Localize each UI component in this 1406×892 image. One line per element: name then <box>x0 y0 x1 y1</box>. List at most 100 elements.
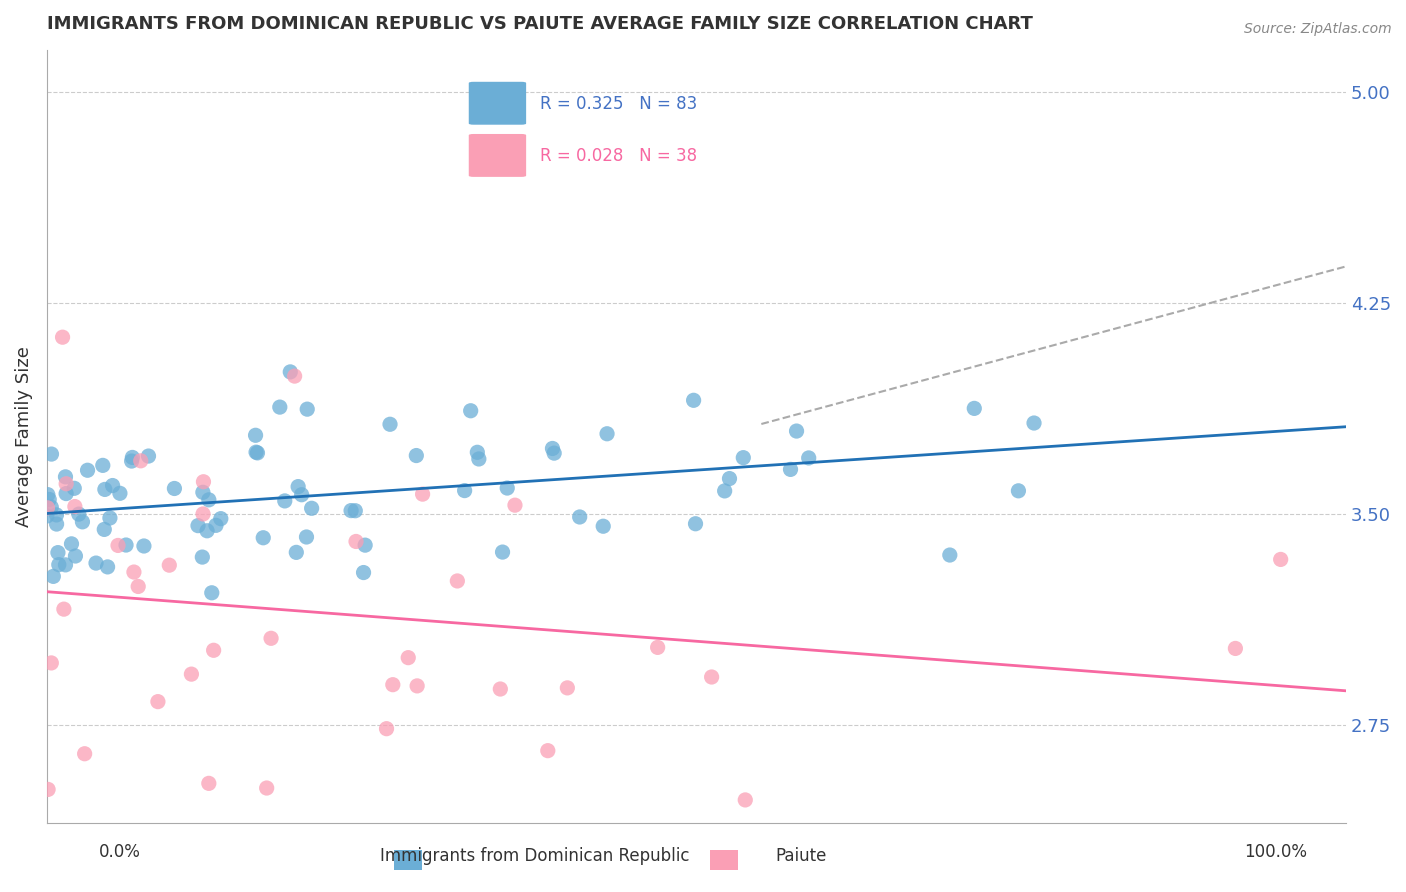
Text: Source: ZipAtlas.com: Source: ZipAtlas.com <box>1244 22 1392 37</box>
Point <box>37 488 59 502</box>
Point <box>285 545 308 559</box>
Point <box>344 534 367 549</box>
Point <box>246 446 269 460</box>
Point <box>191 507 214 521</box>
Point <box>198 492 221 507</box>
Point <box>297 402 319 417</box>
Point <box>157 558 180 573</box>
Point <box>138 449 160 463</box>
Point <box>63 500 86 514</box>
Point <box>121 454 143 468</box>
Point <box>568 510 591 524</box>
Point <box>1270 552 1292 566</box>
Point <box>195 524 218 538</box>
Point <box>797 450 820 465</box>
Point <box>52 602 75 616</box>
Point <box>37 500 59 515</box>
Point <box>541 442 564 456</box>
Point <box>647 640 669 655</box>
Point <box>353 566 375 580</box>
Point <box>63 481 86 495</box>
Point <box>187 518 209 533</box>
Point <box>963 401 986 416</box>
Point <box>132 539 155 553</box>
Point <box>94 483 117 497</box>
Point <box>733 450 755 465</box>
Point <box>84 556 107 570</box>
Point <box>375 722 398 736</box>
Point <box>405 449 427 463</box>
Point <box>378 417 401 432</box>
Point <box>45 516 67 531</box>
Point <box>55 558 77 572</box>
Point <box>344 504 367 518</box>
Point <box>38 492 60 507</box>
Point <box>42 569 65 583</box>
Point <box>41 447 63 461</box>
Point <box>557 681 579 695</box>
Point <box>163 482 186 496</box>
Point <box>1225 641 1247 656</box>
Point <box>51 330 73 344</box>
Point <box>734 793 756 807</box>
Point <box>295 530 318 544</box>
Point <box>446 574 468 588</box>
Point <box>291 488 314 502</box>
Point <box>67 507 90 521</box>
Point <box>76 463 98 477</box>
Point <box>939 548 962 562</box>
Point <box>180 667 202 681</box>
Point <box>198 776 221 790</box>
Text: Immigrants from Dominican Republic: Immigrants from Dominican Republic <box>380 847 689 865</box>
Point <box>256 780 278 795</box>
Point <box>37 782 59 797</box>
Point <box>202 643 225 657</box>
Point <box>107 538 129 552</box>
Point <box>129 454 152 468</box>
Point <box>209 511 232 525</box>
Point <box>468 452 491 467</box>
Point <box>713 483 735 498</box>
Point <box>491 545 513 559</box>
Point <box>252 531 274 545</box>
Point <box>460 403 482 417</box>
Point <box>205 518 228 533</box>
Point <box>786 424 808 438</box>
Point <box>1007 483 1029 498</box>
Point <box>191 485 214 500</box>
Point <box>191 550 214 565</box>
Point <box>39 500 62 515</box>
Point <box>55 470 77 484</box>
Point <box>39 656 62 670</box>
Point <box>115 538 138 552</box>
Point <box>65 549 87 563</box>
Point <box>45 508 67 522</box>
Point <box>122 565 145 579</box>
Point <box>127 579 149 593</box>
Point <box>60 537 83 551</box>
Point <box>503 498 526 512</box>
Point <box>73 747 96 761</box>
Point <box>108 486 131 500</box>
Point <box>269 400 291 414</box>
Text: R = 0.028   N = 38: R = 0.028 N = 38 <box>540 147 697 165</box>
Point <box>700 670 723 684</box>
Point <box>93 523 115 537</box>
Point <box>537 744 560 758</box>
Point <box>55 476 77 491</box>
Point <box>274 494 297 508</box>
Point <box>340 503 363 517</box>
Point <box>72 515 94 529</box>
Point <box>682 393 704 408</box>
Text: 100.0%: 100.0% <box>1244 843 1308 861</box>
Point <box>98 511 121 525</box>
Point <box>543 446 565 460</box>
Point <box>146 695 169 709</box>
Point <box>278 365 301 379</box>
Y-axis label: Average Family Size: Average Family Size <box>15 346 32 527</box>
Point <box>101 478 124 492</box>
Point <box>260 632 283 646</box>
Point <box>35 508 58 523</box>
Point <box>46 546 69 560</box>
Point <box>55 486 77 500</box>
